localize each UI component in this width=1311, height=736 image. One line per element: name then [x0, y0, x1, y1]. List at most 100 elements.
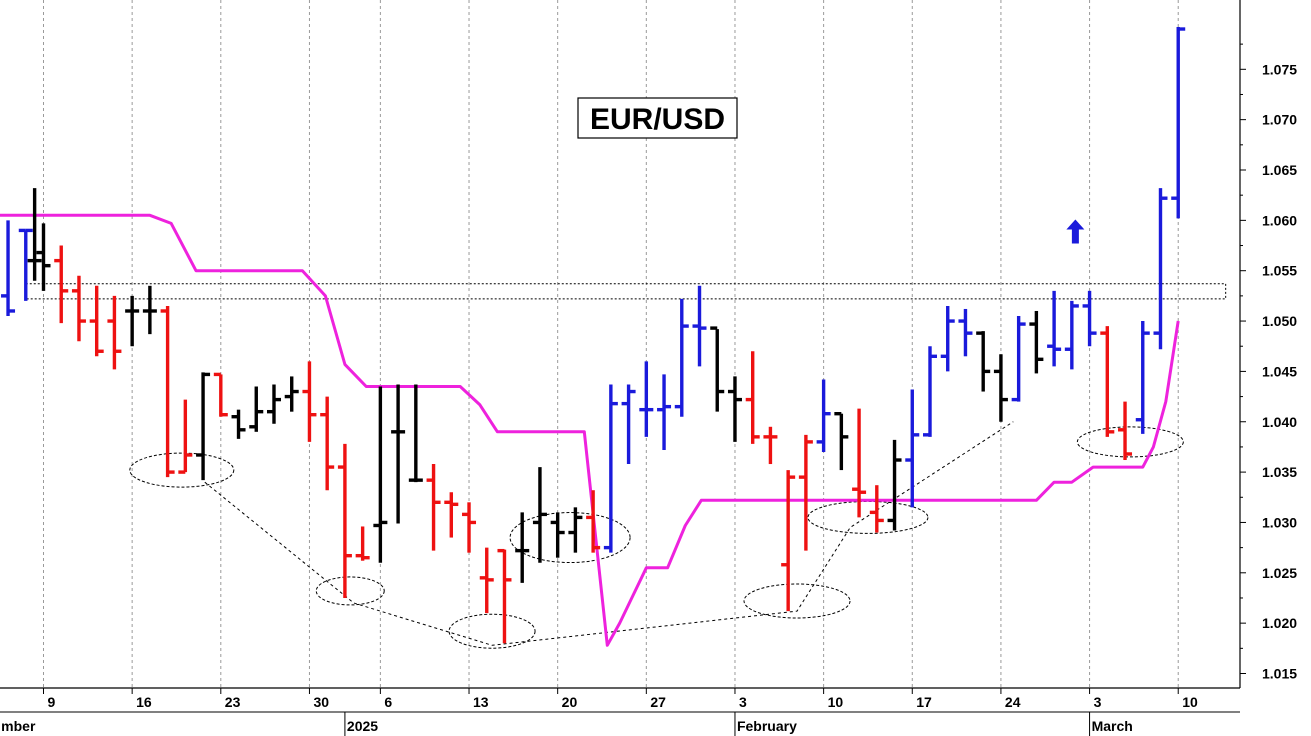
ohlc-bar: [816, 379, 831, 452]
ohlc-bar: [444, 492, 459, 538]
ohlc-bar: [320, 396, 335, 491]
y-tick-label: 1.065: [1262, 162, 1297, 178]
low-ellipse: [807, 500, 929, 534]
ohlc-bar: [213, 372, 228, 417]
ohlc-bar: [266, 384, 281, 424]
ohlc-bar: [462, 502, 477, 553]
y-tick-label: 1.070: [1262, 112, 1297, 128]
x-tick-label: 3: [739, 694, 747, 710]
ohlc-bar: [36, 223, 51, 291]
ohlc-bar: [869, 485, 884, 533]
ohlc-bar: [798, 434, 813, 551]
ohlc-bar: [1100, 326, 1115, 437]
ohlc-bar: [89, 285, 104, 357]
x-tick-label: 23: [225, 694, 241, 710]
ohlc-bar: [107, 295, 122, 370]
ohlc-bar: [923, 346, 937, 437]
low-ellipse: [1076, 426, 1184, 458]
ohlc-bar: [1153, 188, 1168, 350]
x-tick-label: 16: [136, 694, 152, 710]
y-tick-label: 1.050: [1262, 313, 1297, 329]
ohlc-bar: [657, 374, 672, 450]
ohlc-bar: [497, 548, 512, 644]
ohlc-bar: [586, 490, 601, 553]
low-ellipse: [743, 583, 851, 619]
ohlc-bar: [196, 372, 211, 481]
chart-title: EUR/USD: [590, 103, 725, 136]
x-tick-label: 30: [313, 694, 329, 710]
ohlc-bar: [178, 399, 193, 474]
ohlc-bar: [1118, 401, 1133, 461]
ohlc-bar: [603, 384, 618, 553]
resistance-zone: [25, 283, 1227, 300]
ohlc-bar: [27, 188, 42, 281]
ohlc-bar: [940, 305, 955, 372]
period-label: mber: [1, 718, 36, 734]
ohlc-bar: [834, 411, 849, 471]
x-tick-label: 10: [828, 694, 844, 710]
ohlc-bar: [745, 351, 760, 444]
up-arrow-icon: [1066, 219, 1085, 244]
ohlc-bar: [408, 384, 423, 483]
ohlc-bar: [71, 275, 86, 342]
low-ellipse: [448, 613, 536, 649]
ohlc-bar: [515, 512, 530, 583]
y-tick-label: 1.030: [1262, 514, 1297, 530]
x-tick-label: 17: [916, 694, 932, 710]
ohlc-bar: [1135, 321, 1150, 434]
ohlc-bar: [302, 361, 317, 442]
ohlc-bar: [710, 326, 725, 412]
chart-title-box: EUR/USD: [577, 97, 738, 139]
stop-line: [0, 213, 1180, 647]
ohlc-bar: [568, 507, 583, 553]
ohlc-bar: [639, 361, 654, 437]
ohlc-bar: [781, 470, 796, 612]
ohlc-bar: [621, 384, 636, 465]
y-tick-label: 1.020: [1262, 615, 1297, 631]
ohlc-bar: [426, 464, 441, 551]
ohlc-bar: [1171, 27, 1186, 219]
ohlc-bar: [1011, 316, 1026, 402]
ohlc-bar: [231, 409, 246, 439]
y-tick-label: 1.040: [1262, 414, 1297, 430]
ohlc-bar: [692, 285, 707, 367]
period-label: March: [1092, 718, 1133, 734]
y-tick-label: 1.035: [1262, 464, 1297, 480]
ohlc-bar: [160, 305, 175, 478]
ohlc-bar: [905, 389, 920, 508]
ohlc-bar: [1029, 310, 1044, 374]
price-bars: [1, 27, 1186, 644]
ohlc-bar: [887, 439, 902, 531]
period-label: 2025: [347, 718, 378, 734]
ohlc-bar: [337, 443, 352, 598]
y-tick-label: 1.060: [1262, 212, 1297, 228]
ohlc-bar: [852, 408, 867, 518]
ohlc-bar: [142, 285, 157, 335]
title-frame: [577, 97, 738, 139]
x-tick-label: 27: [650, 694, 666, 710]
ohlc-bar: [1, 220, 16, 317]
ohlc-bar: [763, 426, 778, 465]
ohlc-bar: [249, 386, 264, 432]
y-tick-label: 1.045: [1262, 363, 1297, 379]
period-label: February: [737, 718, 797, 734]
ohlc-bar: [550, 512, 565, 558]
x-tick-label: 10: [1182, 694, 1198, 710]
ohlc-bar: [1082, 290, 1097, 347]
ohlc-bar: [373, 386, 388, 563]
ohlc-bar: [1047, 290, 1062, 367]
ohlc-bar: [355, 526, 370, 561]
ohlc-bar: [993, 354, 1008, 422]
x-tick-label: 24: [1005, 694, 1021, 710]
y-tick-label: 1.025: [1262, 565, 1297, 581]
low-ellipse: [509, 512, 631, 564]
x-tick-label: 6: [384, 694, 392, 710]
x-tick-label: 20: [562, 694, 578, 710]
low-ellipse: [129, 452, 235, 488]
annotation-layer: [129, 219, 1184, 649]
ohlc-bar: [284, 376, 299, 412]
x-tick-label: 13: [473, 694, 489, 710]
ohlc-bar: [532, 467, 547, 563]
